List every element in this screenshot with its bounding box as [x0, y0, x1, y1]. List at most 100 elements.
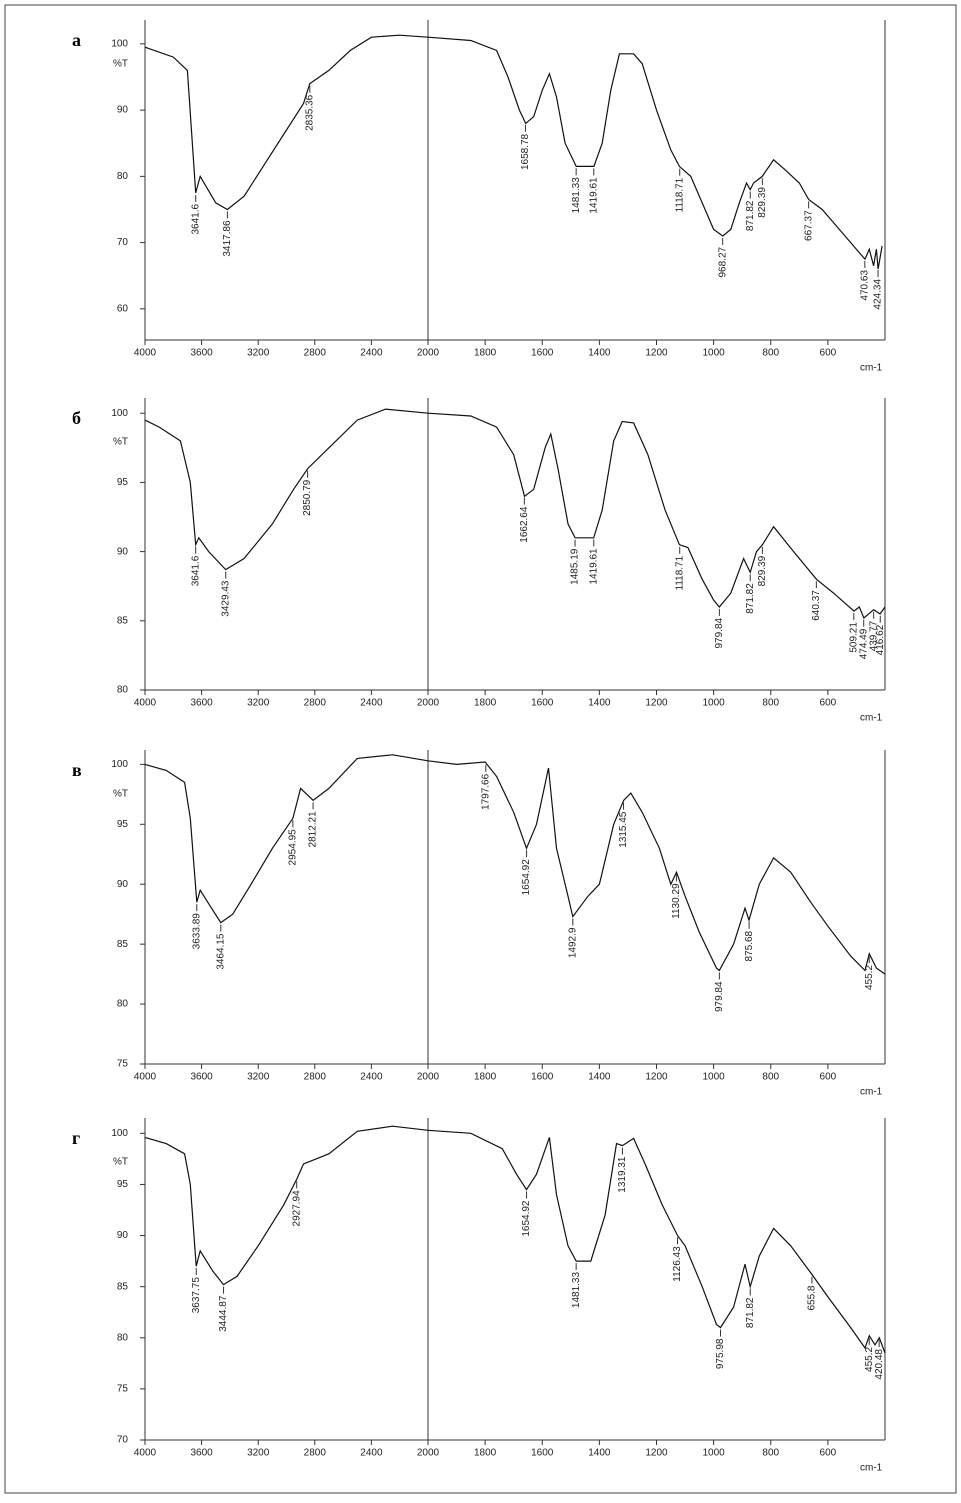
x-tick-label: 4000: [134, 698, 157, 709]
spectrum-line: [144, 34, 883, 270]
figure-border: [4, 4, 957, 1494]
peak-label: 829.39: [757, 555, 768, 586]
y-tick-label: 80: [117, 685, 129, 696]
peak-label: 1118.71: [674, 177, 685, 212]
y-tick-label: 85: [117, 1281, 129, 1292]
peak-label: 439.77: [868, 620, 879, 651]
peak-label: 1654.92: [521, 1200, 532, 1237]
x-tick-label: 4000: [134, 1072, 157, 1083]
x-tick-label: 2400: [360, 1448, 383, 1459]
y-tick-label: 100: [111, 759, 128, 770]
y-tick-label: 100: [111, 408, 128, 419]
y-tick-label: 100: [111, 1128, 128, 1139]
peak-label: 1485.19: [570, 548, 581, 585]
y-tick-label: 95: [117, 477, 129, 488]
peak-label: 1797.66: [480, 773, 491, 810]
x-tick-label: 3600: [190, 1072, 213, 1083]
peak-label: 1315.45: [618, 811, 629, 848]
x-tick-label: 2800: [304, 1072, 327, 1083]
spectrum-line: [144, 1125, 886, 1354]
x-tick-label: 4000: [134, 1448, 157, 1459]
x-tick-label: 1400: [588, 1072, 611, 1083]
peak-label: 875.68: [744, 930, 755, 961]
panel-label: в: [72, 760, 82, 780]
x-tick-label: 600: [820, 1072, 837, 1083]
peak-label: 3641.6: [190, 203, 201, 234]
x-tick-label: 800: [762, 1072, 779, 1083]
y-tick-label: 80: [117, 171, 129, 182]
y-tick-label: 80: [117, 999, 129, 1010]
peak-label: 1492.9: [567, 927, 578, 958]
peak-label: 509.21: [848, 622, 859, 653]
y-axis-label: %T: [113, 59, 128, 70]
x-tick-label: 3200: [247, 1072, 270, 1083]
x-tick-label: 2000: [417, 1072, 440, 1083]
peak-label: 1419.61: [588, 177, 599, 214]
x-tick-label: 1200: [645, 1072, 668, 1083]
x-tick-label: 1800: [474, 1448, 497, 1459]
x-tick-label: 1400: [588, 698, 611, 709]
peak-label: 1481.33: [571, 177, 582, 214]
peak-label: 3641.6: [190, 555, 201, 586]
x-axis-label: cm-1: [860, 713, 883, 724]
y-tick-label: 75: [117, 1059, 129, 1070]
x-tick-label: 1000: [703, 698, 726, 709]
y-tick-label: 85: [117, 939, 129, 950]
y-tick-label: 75: [117, 1384, 129, 1395]
x-tick-label: 1600: [531, 1072, 554, 1083]
y-axis-label: %T: [113, 1157, 128, 1168]
x-tick-label: 2400: [360, 698, 383, 709]
x-tick-label: 3200: [247, 1448, 270, 1459]
y-tick-label: 80: [117, 1332, 129, 1343]
peak-label: 1130.29: [671, 883, 682, 919]
x-tick-label: 1600: [531, 348, 554, 359]
x-tick-label: 1600: [531, 698, 554, 709]
x-tick-label: 1800: [474, 1072, 497, 1083]
peak-label: 3444.87: [218, 1295, 229, 1332]
x-tick-label: 1200: [645, 348, 668, 359]
x-axis-label: cm-1: [860, 1463, 883, 1474]
peak-label: 455.2: [864, 1346, 875, 1371]
y-tick-label: 85: [117, 615, 129, 626]
x-tick-label: 3200: [247, 348, 270, 359]
x-tick-label: 1400: [588, 348, 611, 359]
y-tick-label: 90: [117, 546, 129, 557]
y-tick-label: 90: [117, 1230, 129, 1241]
y-tick-label: 70: [117, 1435, 129, 1446]
spectrum-line: [144, 754, 886, 975]
x-tick-label: 1000: [703, 1448, 726, 1459]
peak-label: 829.39: [757, 187, 768, 218]
panel-label: г: [72, 1128, 80, 1148]
x-tick-label: 600: [820, 348, 837, 359]
panel-label: б: [72, 408, 81, 428]
x-tick-label: 600: [820, 1448, 837, 1459]
peak-label: 1662.64: [519, 506, 530, 543]
y-tick-label: 90: [117, 879, 129, 890]
x-tick-label: 1200: [645, 698, 668, 709]
peak-label: 979.84: [714, 981, 725, 1012]
peak-label: 2927.94: [291, 1190, 302, 1227]
panel-label: а: [72, 30, 81, 50]
peak-label: 1481.33: [571, 1272, 582, 1309]
x-tick-label: 600: [820, 698, 837, 709]
peak-label: 871.82: [745, 583, 756, 614]
x-tick-label: 1000: [703, 348, 726, 359]
x-tick-label: 2400: [360, 348, 383, 359]
x-tick-label: 3600: [190, 698, 213, 709]
peak-label: 871.82: [745, 1297, 756, 1328]
x-tick-label: 4000: [134, 348, 157, 359]
y-axis-label: %T: [113, 437, 128, 448]
spectrum-line: [144, 408, 886, 619]
peak-label: 470.63: [859, 270, 870, 301]
peak-label: 416.62: [875, 624, 886, 655]
y-tick-label: 100: [111, 38, 128, 49]
x-tick-label: 3600: [190, 1448, 213, 1459]
y-tick-label: 95: [117, 819, 129, 830]
peak-label: 871.82: [745, 200, 756, 231]
peak-label: 1658.78: [520, 133, 531, 170]
x-tick-label: 800: [762, 698, 779, 709]
peak-label: 1126.43: [672, 1246, 683, 1282]
y-tick-label: 70: [117, 237, 129, 248]
x-tick-label: 2400: [360, 1072, 383, 1083]
x-tick-label: 2000: [417, 348, 440, 359]
